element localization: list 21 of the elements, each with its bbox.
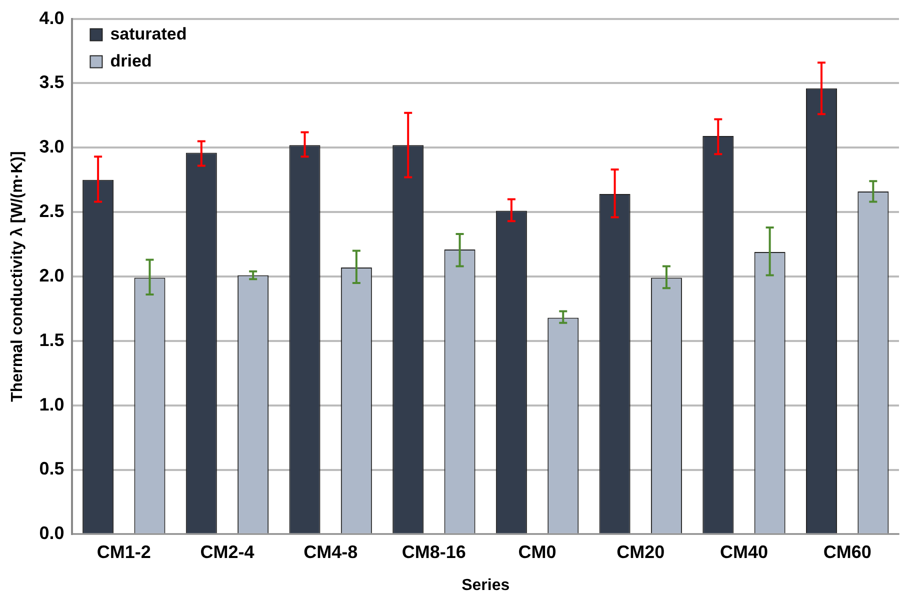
x-tick-label: CM8-16 [402,542,466,562]
y-tick-label: 0.0 [39,523,64,544]
x-tick-label: CM4-8 [304,542,358,562]
legend-label: saturated [110,24,187,44]
x-tick-label: CM20 [616,542,665,562]
y-tick-label: 2.0 [39,265,64,286]
y-tick-label: 2.5 [39,201,64,222]
x-axis-title: Series [462,576,510,594]
x-tick-label: CM0 [518,542,556,562]
y-tick-label: 0.5 [39,458,64,479]
x-tick-label: CM1-2 [96,542,151,562]
x-tick-label: CM40 [720,542,768,562]
x-tick-label: CM2-4 [200,542,254,562]
y-axis-title: Thermal conductivity λ [W/(m·K)] [9,151,26,402]
y-tick-label: 4.0 [39,8,64,28]
y-tick-label: 1.5 [39,330,64,350]
y-tick-label: 3.5 [39,72,64,92]
y-tick-label: 3.0 [39,136,64,157]
x-tick-label: CM60 [823,542,872,562]
y-tick-label: 1.0 [39,394,64,414]
legend-label: dried [110,51,152,70]
